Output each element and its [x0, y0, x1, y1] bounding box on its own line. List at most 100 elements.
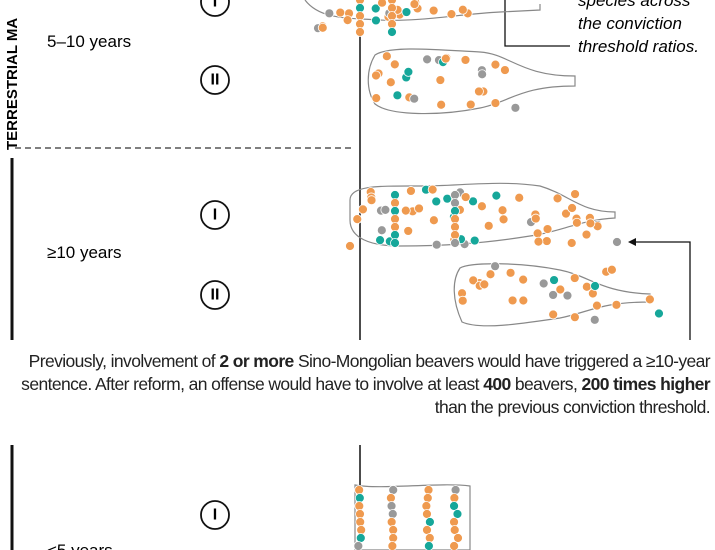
numeral: I — [213, 507, 217, 524]
dot — [366, 195, 377, 206]
dot — [644, 294, 655, 305]
dot — [477, 69, 488, 80]
dot — [581, 281, 592, 292]
dot — [422, 54, 433, 65]
arrow-head — [628, 238, 636, 246]
dot — [548, 309, 559, 320]
dot — [414, 203, 424, 214]
dot — [387, 541, 398, 550]
dot — [490, 59, 501, 70]
dot — [387, 27, 397, 37]
dot — [370, 3, 381, 14]
dot — [572, 217, 582, 228]
dot — [403, 66, 414, 77]
dot — [585, 218, 596, 229]
dot — [409, 93, 420, 104]
numeral: I — [213, 207, 217, 224]
dot — [388, 485, 399, 495]
dot — [428, 215, 439, 226]
dot — [450, 238, 460, 248]
numeral-circle — [200, 65, 230, 95]
dot — [354, 501, 365, 511]
dot — [387, 509, 398, 519]
dot — [453, 533, 463, 543]
dot — [422, 493, 433, 503]
dot — [581, 229, 592, 240]
dot — [569, 312, 580, 323]
dot — [518, 274, 529, 285]
dot — [469, 235, 480, 246]
dot — [589, 314, 600, 325]
dot — [390, 238, 400, 248]
dot — [449, 541, 459, 550]
dot — [452, 509, 463, 519]
dot — [385, 77, 396, 88]
dot — [460, 55, 471, 65]
dot — [567, 203, 577, 213]
dot — [380, 205, 391, 215]
dot — [435, 75, 446, 85]
dot — [342, 15, 353, 26]
dot — [427, 184, 438, 195]
numeral-circle — [200, 0, 230, 17]
group-label: ≥10 years — [47, 243, 122, 262]
dot — [386, 517, 397, 527]
dot — [542, 224, 553, 234]
note-bold: 2 or more — [219, 351, 294, 371]
annotation: species across the conviction threshold … — [578, 0, 699, 56]
dot — [468, 275, 479, 286]
dot — [431, 239, 442, 250]
note-bold: 400 — [483, 374, 511, 394]
group-label: <5 years — [47, 541, 113, 550]
dot — [483, 220, 494, 231]
side-label: TERRESTRIAL MA — [4, 18, 21, 150]
dot — [449, 517, 459, 527]
numeral: II — [211, 72, 220, 89]
dot — [592, 300, 602, 311]
dot — [376, 225, 387, 236]
numeral-circle — [200, 200, 230, 230]
dot — [538, 278, 549, 289]
numeral-circle — [200, 500, 230, 530]
dot — [371, 93, 382, 104]
dot — [497, 205, 508, 216]
dot — [590, 281, 600, 291]
dot — [530, 213, 541, 224]
dot — [549, 275, 559, 285]
dot — [381, 51, 392, 62]
dot — [345, 241, 355, 251]
dot — [533, 236, 544, 247]
dot — [440, 53, 451, 64]
dot — [442, 193, 453, 204]
dot — [562, 290, 573, 301]
dot — [355, 517, 366, 527]
dot — [423, 485, 434, 495]
violin — [367, 48, 576, 115]
dot — [450, 485, 461, 495]
violin — [349, 182, 616, 247]
dot — [498, 214, 509, 225]
dot — [570, 189, 580, 199]
note: Previously, involvement of 2 or more Sin… — [20, 350, 710, 419]
dot — [548, 290, 558, 300]
dot — [371, 70, 381, 81]
annotation-line: species across — [578, 0, 691, 10]
dot — [541, 236, 552, 246]
dot — [436, 99, 447, 110]
dot — [392, 90, 403, 101]
dot — [514, 192, 525, 203]
dot — [335, 7, 346, 18]
dot — [317, 22, 328, 33]
note-text: Sino-Mongolian beavers would have trigge… — [21, 351, 710, 394]
dot — [446, 9, 457, 20]
dot — [428, 5, 439, 16]
note-bold: 200 times higher — [581, 374, 710, 394]
dot — [400, 205, 411, 216]
dot — [431, 196, 442, 207]
annotation-line: threshold ratios. — [578, 37, 699, 56]
dot — [479, 279, 490, 290]
group-label: 5–10 years — [47, 32, 131, 51]
dot — [388, 533, 399, 543]
dot — [457, 295, 468, 306]
